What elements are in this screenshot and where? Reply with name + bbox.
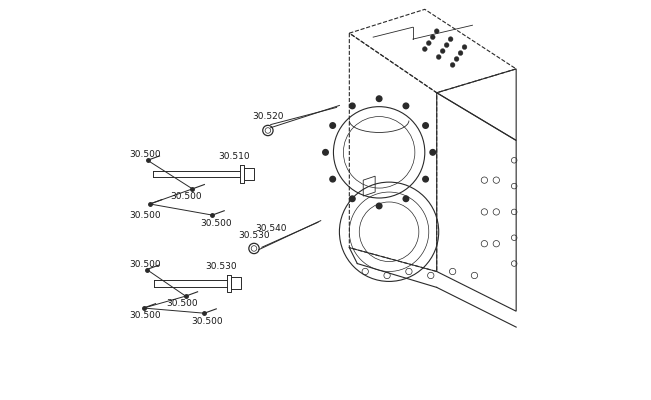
Text: 30.500: 30.500 — [171, 192, 202, 200]
Text: 30.530: 30.530 — [205, 262, 237, 271]
Circle shape — [430, 150, 436, 155]
Circle shape — [436, 55, 441, 59]
Circle shape — [462, 45, 467, 50]
Circle shape — [440, 49, 445, 54]
Text: 30.540: 30.540 — [255, 224, 286, 232]
Text: 30.500: 30.500 — [129, 210, 161, 220]
Text: 30.520: 30.520 — [252, 112, 284, 121]
Circle shape — [330, 123, 335, 128]
Circle shape — [422, 176, 428, 182]
Circle shape — [376, 203, 382, 209]
Text: 30.500: 30.500 — [201, 219, 232, 228]
Circle shape — [450, 62, 455, 67]
Circle shape — [422, 123, 428, 128]
Circle shape — [426, 41, 431, 46]
Circle shape — [444, 43, 449, 48]
Circle shape — [403, 196, 409, 202]
Text: 30.500: 30.500 — [129, 312, 161, 320]
Text: 30.510: 30.510 — [218, 152, 250, 161]
Circle shape — [458, 51, 463, 56]
Circle shape — [422, 47, 427, 52]
Text: 30.500: 30.500 — [191, 318, 223, 326]
Circle shape — [434, 29, 439, 34]
Circle shape — [323, 150, 328, 155]
Circle shape — [449, 37, 453, 42]
Circle shape — [376, 96, 382, 102]
Circle shape — [330, 176, 335, 182]
Text: 30.500: 30.500 — [166, 299, 197, 308]
Circle shape — [350, 103, 355, 109]
Text: 30.500: 30.500 — [129, 150, 161, 159]
Circle shape — [403, 103, 409, 109]
Circle shape — [430, 35, 435, 40]
Circle shape — [350, 196, 355, 202]
Circle shape — [454, 57, 459, 61]
Text: 30.530: 30.530 — [238, 231, 270, 240]
Text: 30.500: 30.500 — [129, 260, 161, 269]
